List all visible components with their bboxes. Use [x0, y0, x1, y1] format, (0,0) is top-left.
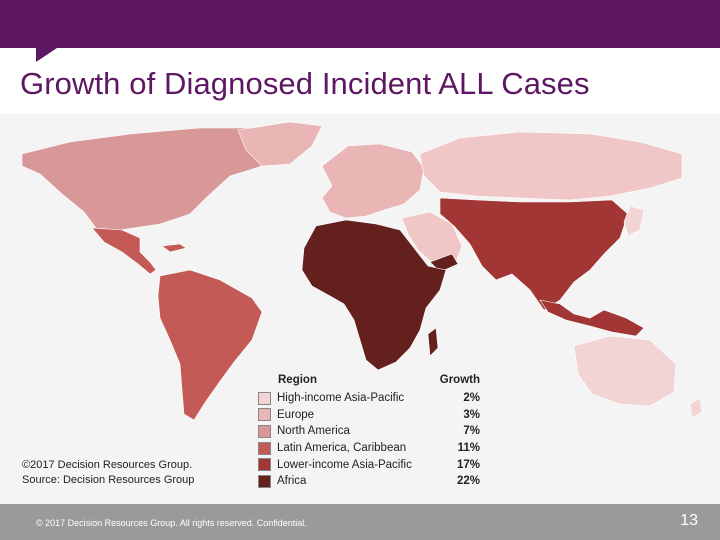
world-map	[21, 121, 703, 421]
legend-item: Europe 3%	[258, 407, 480, 424]
footer-copyright: © 2017 Decision Resources Group. All rig…	[36, 518, 307, 528]
legend-growth-value: 11%	[457, 442, 480, 455]
region-southeast-asia-islands	[539, 299, 645, 337]
legend-item: North America 7%	[258, 423, 480, 440]
legend-rows: High-income Asia-Pacific 2% Europe 3% North …	[258, 390, 480, 490]
region-africa	[301, 219, 447, 371]
legend-growth-value: 2%	[463, 392, 480, 405]
header-bar	[0, 0, 720, 48]
legend-swatch	[258, 408, 271, 422]
legend-growth-header: Growth	[439, 374, 480, 386]
legend-item: Lower-income Asia-Pacific 17%	[258, 456, 480, 473]
region-south-america	[157, 269, 263, 421]
legend-region-label: Latin America, Caribbean	[277, 442, 407, 455]
legend-swatch	[258, 474, 271, 488]
legend-region-label: Lower-income Asia-Pacific	[277, 458, 412, 471]
region-japan	[623, 205, 645, 237]
legend-swatch	[258, 391, 271, 405]
legend-growth-value: 7%	[463, 425, 480, 438]
copyright-line-2: Source: Decision Resources Group	[22, 474, 195, 486]
region-australia	[573, 335, 677, 407]
legend-swatch	[258, 458, 271, 472]
header-notch	[36, 46, 60, 62]
region-greenland	[237, 121, 323, 167]
map-copyright: ©2017 Decision Resources Group. Source: …	[22, 458, 194, 488]
legend-region-label: Africa	[277, 475, 307, 488]
legend-swatch	[258, 441, 271, 455]
legend-region-label: High-income Asia-Pacific	[277, 392, 405, 405]
legend-item: Latin America, Caribbean 11%	[258, 440, 480, 457]
legend-item: Africa 22%	[258, 473, 480, 490]
page-number: 13	[680, 512, 698, 529]
footer-bar: © 2017 Decision Resources Group. All rig…	[0, 504, 720, 540]
map-legend: Region Growth High-income Asia-Pacific 2%…	[258, 374, 480, 490]
legend-swatch	[258, 424, 271, 438]
legend-region-header: Region	[278, 374, 317, 386]
legend-growth-value: 3%	[463, 408, 480, 421]
region-europe	[321, 143, 425, 219]
copyright-line-1: ©2017 Decision Resources Group.	[22, 459, 193, 471]
slide-title: Growth of Diagnosed Incident ALL Cases	[20, 66, 590, 101]
region-russia	[419, 131, 683, 201]
region-lower-income-asia	[439, 197, 629, 311]
region-caribbean	[161, 243, 187, 253]
legend-region-label: North America	[277, 425, 350, 438]
legend-header: Region Growth	[258, 374, 480, 390]
region-central-america	[91, 227, 157, 275]
legend-growth-value: 22%	[456, 475, 480, 488]
region-north-america	[21, 123, 313, 231]
legend-growth-value: 17%	[456, 458, 480, 471]
legend-item: High-income Asia-Pacific 2%	[258, 390, 480, 407]
region-madagascar	[427, 327, 439, 357]
legend-region-label: Europe	[277, 408, 315, 421]
region-new-zealand	[689, 397, 703, 419]
